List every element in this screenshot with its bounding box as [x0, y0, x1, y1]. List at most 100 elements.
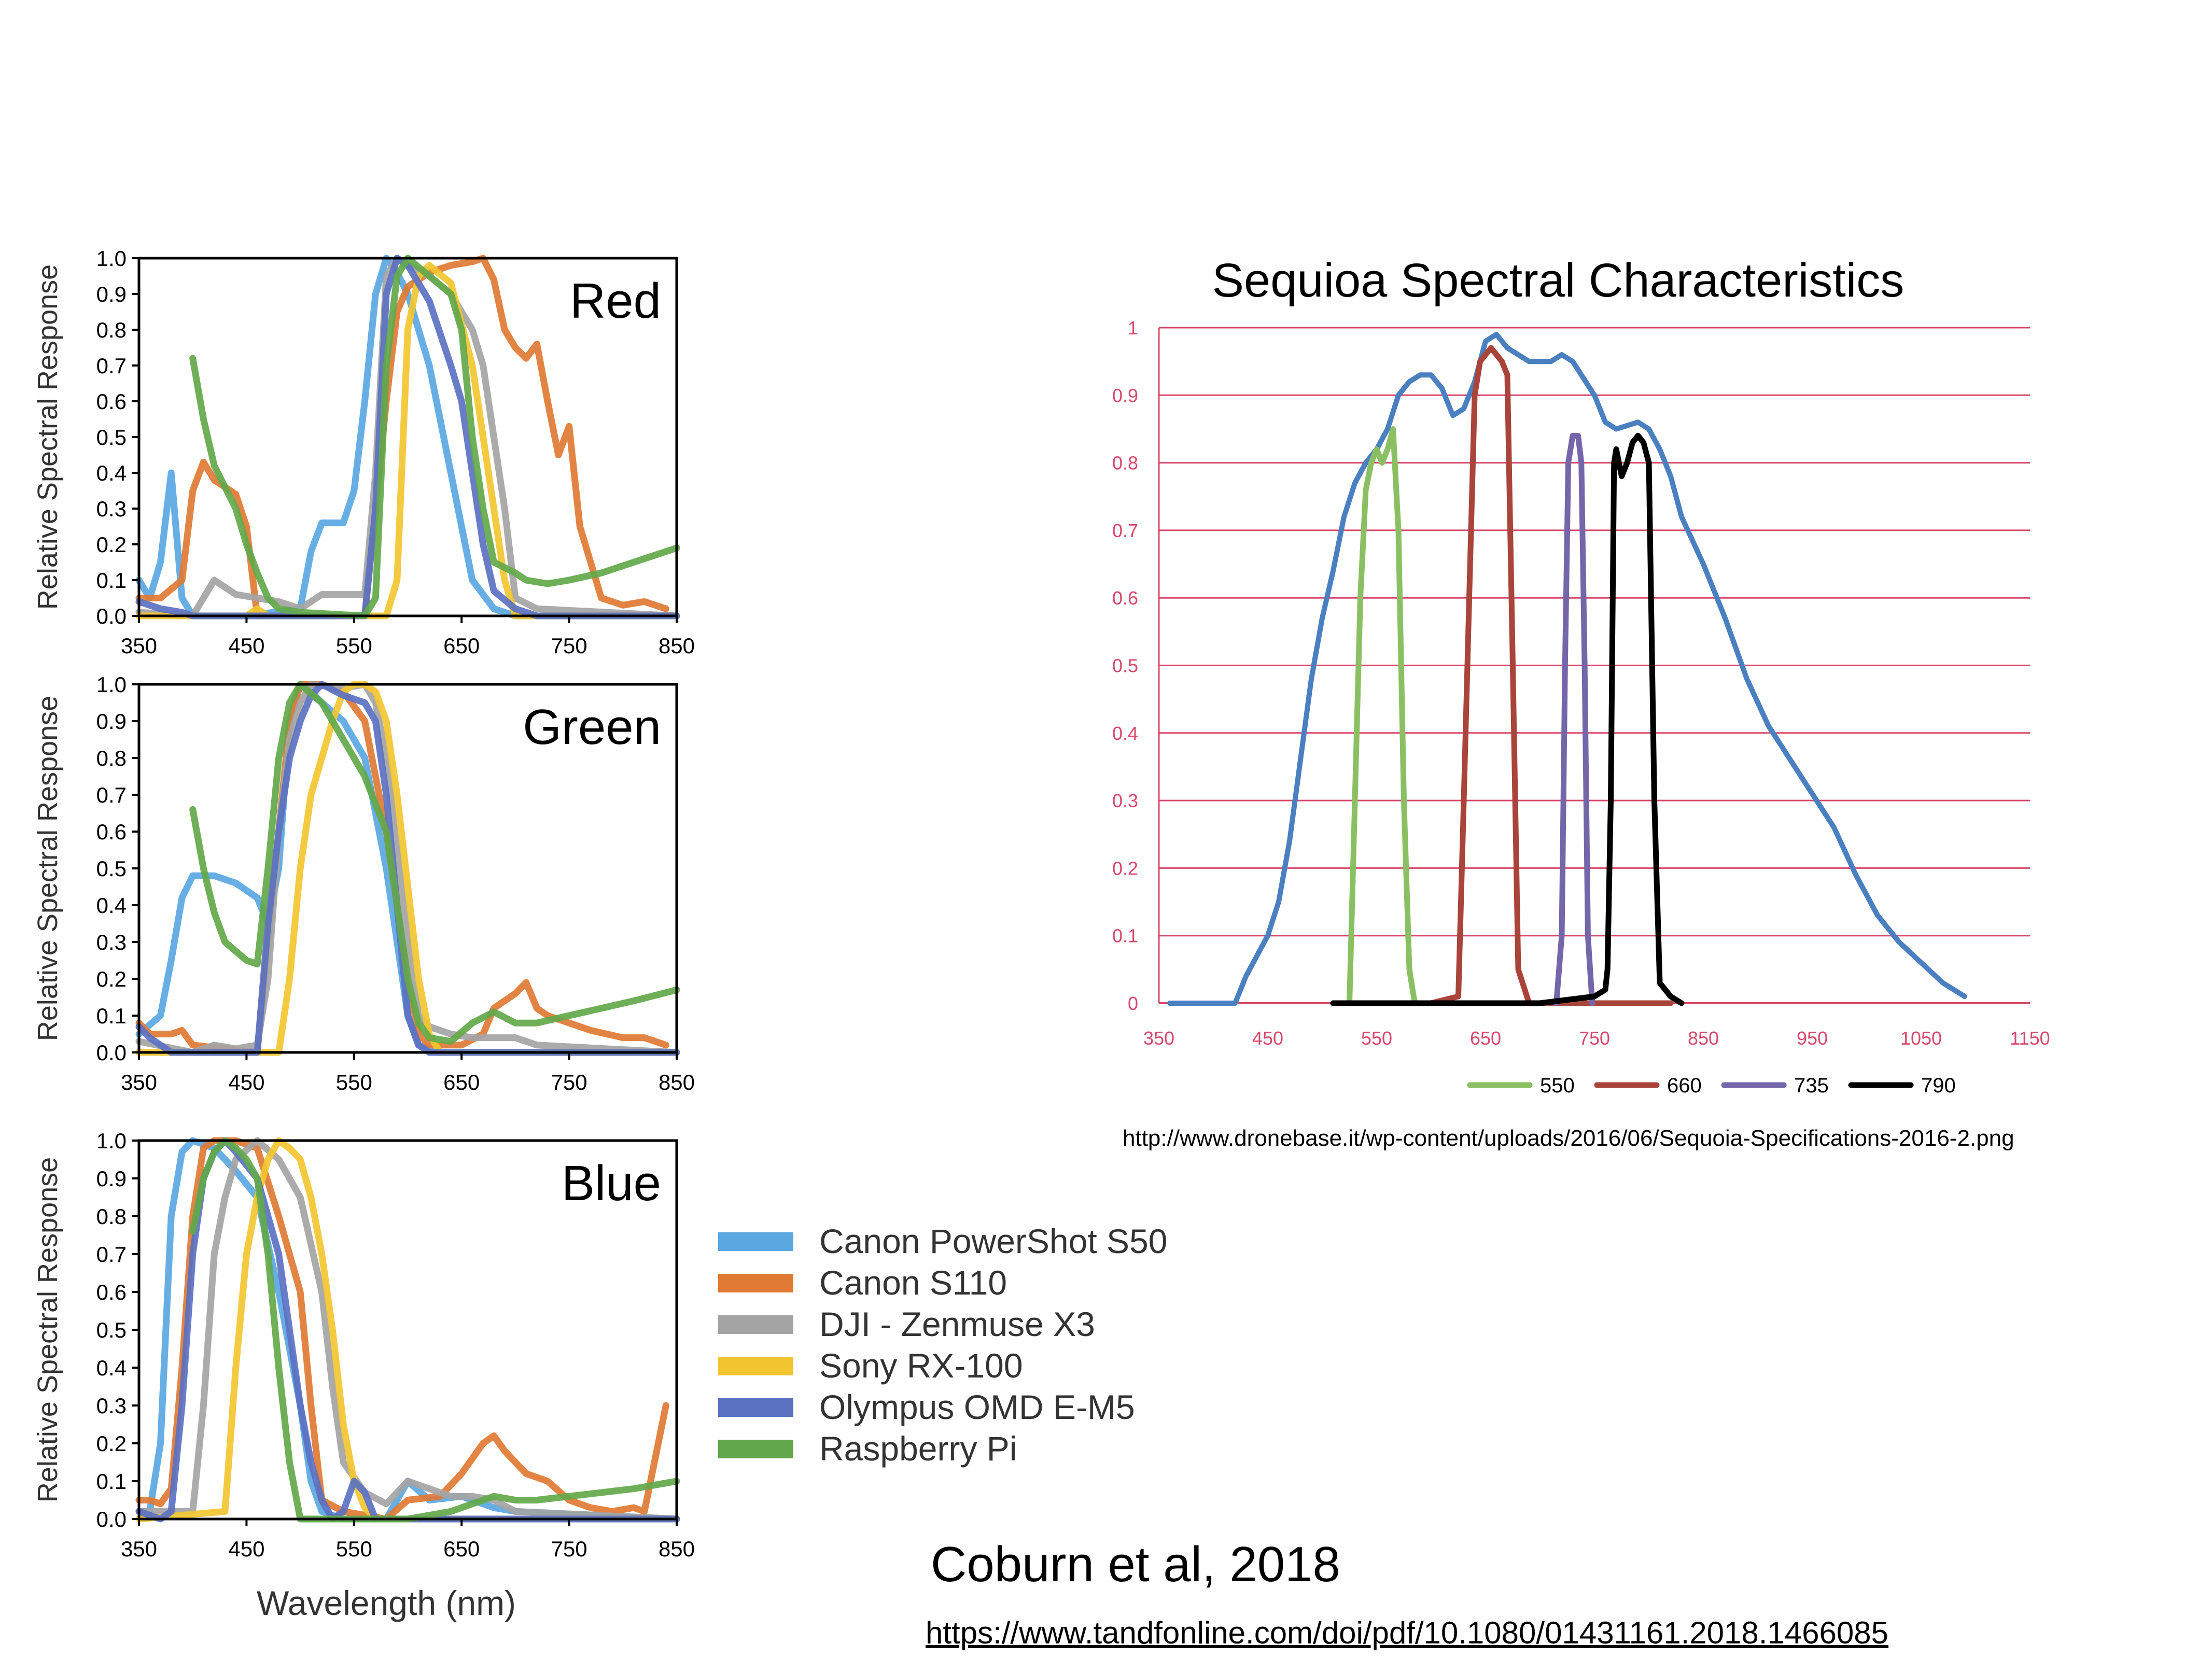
red-xtick-label: 650	[443, 634, 480, 658]
blue-xtick-label: 450	[228, 1537, 264, 1561]
citation-link[interactable]: https://www.tandfonline.com/doi/pdf/10.1…	[926, 1615, 1888, 1650]
green-ytick-label: 1.0	[96, 672, 127, 697]
red-ytick-label: 0.1	[96, 568, 127, 593]
legend-label-canon-s110: Canon S110	[819, 1263, 1007, 1302]
sequoia-chart-title: Sequioa Spectral Characteristics	[1212, 254, 1905, 307]
blue-series-canon-s110	[135, 1137, 669, 1523]
legend-label-canon-s50: Canon PowerShot S50	[819, 1222, 1167, 1260]
blue-ytick-label: 0.5	[96, 1318, 127, 1342]
green-xtick-label: 450	[228, 1070, 264, 1094]
sequoia-xtick-label: 450	[1252, 1028, 1283, 1049]
blue-ytick-label: 0.2	[96, 1431, 127, 1456]
red-xtick-label: 350	[121, 634, 157, 658]
sequoia-ytick-label: 0.7	[1112, 520, 1138, 541]
green-ytick-label: 0.0	[96, 1041, 127, 1065]
legend-swatch-canon-s50	[718, 1232, 793, 1251]
green-channel-chart: 0.0 0.1 0.2 0.3 0.4 0.5 0.6 0.7 0.8 0.9 1.0 350 450 5…	[32, 672, 695, 1094]
legend-swatch-dji-x3	[718, 1315, 793, 1334]
blue-chart-ylabel: Relative Spectral Response	[32, 1157, 63, 1502]
red-xtick-label: 450	[228, 634, 264, 658]
blue-channel-chart: 0.0 0.1 0.2 0.3 0.4 0.5 0.6 0.7 0.8 0.9 1.0 350 450 5…	[32, 1129, 695, 1561]
red-ytick-label: 0.2	[96, 532, 127, 557]
sequoia-xtick-label: 1050	[1900, 1028, 1942, 1049]
sequoia-xtick-label: 850	[1688, 1028, 1719, 1049]
sequoia-series-s735	[1553, 433, 1595, 1006]
blue-series-dji-x3	[135, 1137, 680, 1523]
sequoia-xtick-label: 650	[1470, 1028, 1501, 1049]
red-ytick-label: 0.4	[96, 461, 127, 485]
green-ytick-label: 0.1	[96, 1004, 127, 1028]
green-xtick-label: 650	[443, 1070, 480, 1094]
red-xtick-label: 750	[551, 634, 587, 658]
legend-swatch-sony-rx100	[718, 1357, 793, 1375]
sequoia-ytick-label: 0.3	[1112, 790, 1138, 811]
legend-label-dji-x3: DJI - Zenmuse X3	[819, 1305, 1095, 1343]
sequoia-series-s660	[1352, 345, 1674, 1006]
red-ytick-label: 1.0	[96, 246, 127, 271]
legend-label-olympus-em5: Olympus OMD E-M5	[819, 1388, 1135, 1426]
green-ytick-label: 0.2	[96, 967, 127, 991]
blue-ytick-label: 0.9	[96, 1166, 127, 1191]
blue-series-olympus-em5	[135, 1137, 680, 1523]
red-chart-title: Red	[570, 273, 661, 329]
green-chart-ylabel: Relative Spectral Response	[32, 696, 63, 1041]
blue-ytick-label: 0.7	[96, 1242, 127, 1267]
sequoia-ytick-label: 0	[1128, 993, 1138, 1014]
sequoia-source-url[interactable]: http://www.dronebase.it/wp-content/uploa…	[1123, 1126, 2014, 1151]
sequoia-ytick-label: 0.1	[1112, 925, 1138, 947]
sequoia-xtick-label: 750	[1579, 1028, 1610, 1049]
green-xtick-label: 350	[121, 1070, 157, 1094]
blue-xtick-label: 850	[659, 1537, 695, 1561]
legend-swatch-raspberry-pi	[718, 1440, 793, 1458]
sequoia-ytick-label: 0.5	[1112, 655, 1138, 677]
red-ytick-label: 0.6	[96, 389, 127, 414]
blue-ytick-label: 0.0	[96, 1507, 127, 1531]
green-ytick-label: 0.7	[96, 783, 127, 807]
green-ytick-label: 0.8	[96, 746, 127, 770]
sequoia-xtick-label: 550	[1361, 1028, 1392, 1049]
red-xtick-label: 850	[659, 634, 695, 658]
sequoia-ytick-label: 0.9	[1112, 385, 1138, 406]
blue-ytick-label: 0.8	[96, 1204, 127, 1229]
green-ytick-label: 0.3	[96, 930, 127, 954]
green-ytick-label: 0.5	[96, 856, 127, 881]
green-chart-title: Green	[523, 699, 661, 755]
sequoia-spectral-chart: 0 0.1 0.2 0.3 0.4 0.5 0.6 0.7 0.8 0.9 1 350 450 550 65…	[1112, 254, 2050, 1097]
blue-xtick-label: 550	[336, 1537, 372, 1561]
red-ytick-label: 0.8	[96, 318, 127, 342]
sequoia-ytick-label: 0.6	[1112, 587, 1138, 609]
blue-ytick-label: 1.0	[96, 1129, 127, 1153]
citation-text: Coburn et al, 2018	[931, 1537, 1340, 1592]
green-ytick-label: 0.9	[96, 709, 127, 734]
sequoia-xtick-label: 950	[1797, 1028, 1828, 1049]
sequoia-legend: 550 660 735 790	[1467, 1074, 1956, 1097]
green-xtick-label: 850	[659, 1070, 695, 1094]
blue-xtick-label: 750	[551, 1537, 587, 1561]
sequoia-legend-label-790: 790	[1921, 1074, 1956, 1097]
sequoia-xtick-label: 1150	[2010, 1028, 2050, 1049]
red-ytick-label: 0.0	[96, 604, 127, 628]
red-ytick-label: 0.3	[96, 497, 127, 521]
red-ytick-label: 0.9	[96, 282, 127, 306]
red-xtick-label: 550	[336, 634, 372, 658]
green-xtick-label: 550	[336, 1070, 372, 1094]
sequoia-ytick-label: 0.2	[1112, 857, 1138, 879]
blue-ytick-label: 0.1	[96, 1469, 127, 1494]
legend-label-raspberry-pi: Raspberry Pi	[819, 1429, 1017, 1468]
wavelength-axis-label: Wavelength (nm)	[257, 1584, 516, 1622]
red-ytick-label: 0.5	[96, 425, 127, 449]
legend-swatch-olympus-em5	[718, 1398, 793, 1417]
blue-ytick-label: 0.6	[96, 1280, 127, 1304]
red-ytick-label: 0.7	[96, 354, 127, 378]
sequoia-ytick-label: 0.4	[1112, 723, 1138, 744]
blue-chart-title: Blue	[562, 1156, 661, 1211]
sequoia-legend-label-660: 660	[1667, 1074, 1702, 1097]
blue-xtick-label: 650	[443, 1537, 480, 1561]
sequoia-ytick-label: 0.8	[1112, 453, 1138, 474]
blue-ytick-label: 0.4	[96, 1356, 127, 1380]
sequoia-series-s790	[1330, 433, 1685, 1006]
sequoia-legend-label-550: 550	[1540, 1074, 1575, 1097]
red-chart-ylabel: Relative Spectral Response	[32, 264, 63, 610]
